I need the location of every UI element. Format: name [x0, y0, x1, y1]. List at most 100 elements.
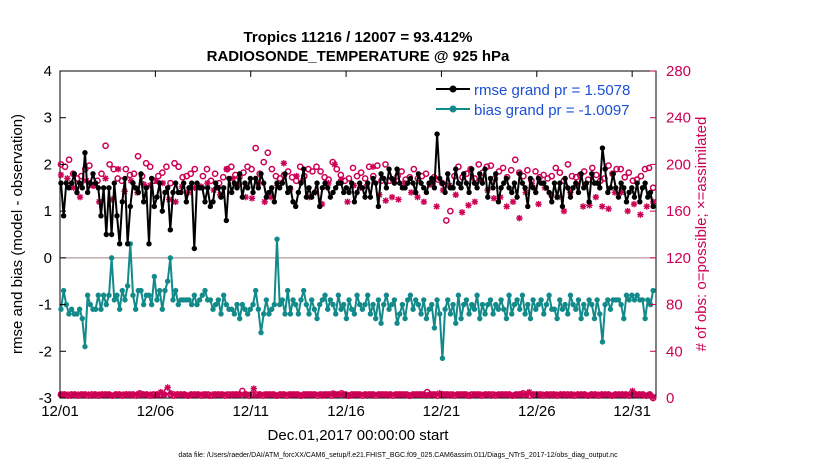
bias-point — [386, 306, 392, 312]
x-tick-label: 12/31 — [613, 403, 651, 420]
y2-tick-label: 80 — [666, 297, 683, 314]
bias-point — [362, 301, 368, 308]
rmse-point — [503, 175, 510, 182]
top-possible-marker — [252, 144, 259, 152]
rmse-point — [258, 171, 264, 177]
y2-axis-label: # of obs: o=possible; ×=assimilated — [693, 117, 710, 352]
top-assimilated-marker — [490, 195, 498, 202]
rmse-point — [554, 194, 560, 200]
y-tick-label: 3 — [44, 110, 52, 127]
rmse-point — [378, 171, 384, 177]
x-tick-label: 12/16 — [327, 403, 365, 420]
top-possible-marker — [264, 149, 272, 157]
y-tick-label: 2 — [44, 156, 52, 173]
rmse-point — [637, 199, 643, 205]
bias-point — [602, 301, 608, 308]
bias-point — [383, 292, 390, 298]
rmse-point — [493, 171, 499, 177]
axis-ticks: 12/01 12/06 12/11 12/16 12/21 12/26 12/31 -3 -2 -… — [39, 63, 691, 420]
star-stroke — [580, 203, 586, 210]
rmse-point — [90, 171, 96, 177]
bias-point — [434, 297, 440, 303]
star-stroke — [395, 196, 402, 203]
bias-point — [525, 301, 531, 308]
bias-point — [236, 315, 243, 322]
top-possible-marker — [511, 156, 519, 164]
rmse-point — [530, 185, 536, 191]
rmse-point — [236, 171, 243, 177]
rmse-point — [437, 175, 443, 182]
bias-point — [175, 301, 182, 308]
rmse-point — [183, 199, 190, 205]
top-possible-marker — [649, 184, 657, 192]
top-assimilated-marker — [458, 209, 466, 216]
rmse-point — [154, 194, 160, 200]
rmse-point — [79, 185, 85, 191]
rmse-point — [244, 185, 251, 191]
top-possible-marker — [621, 173, 629, 181]
bias-point — [546, 292, 552, 298]
rmse-point — [410, 180, 416, 186]
bias-point — [570, 301, 576, 308]
rmse-point — [586, 199, 592, 205]
bias-point — [607, 306, 614, 312]
rmse-point — [362, 194, 368, 200]
top-assimilated-marker — [172, 198, 179, 205]
bias-point — [551, 306, 558, 312]
rmse-point — [394, 166, 400, 172]
top-assimilated-marker — [280, 160, 288, 167]
rmse-point — [135, 189, 142, 196]
rmse-point — [391, 180, 398, 186]
rmse-point — [148, 175, 155, 182]
bottom-assimilated-marker — [161, 391, 168, 398]
rmse-point — [66, 185, 72, 191]
bias-point — [191, 292, 198, 298]
bias-point — [295, 311, 302, 317]
star-stroke — [471, 198, 478, 205]
rmse-point — [487, 175, 494, 182]
bottom-assimilated-marker — [250, 385, 257, 392]
rmse-point — [319, 185, 326, 191]
rmse-point — [308, 194, 315, 200]
bias-point — [543, 301, 550, 308]
bias-point — [103, 301, 110, 308]
bias-point — [258, 329, 264, 336]
star-stroke — [414, 194, 421, 201]
bias-point — [397, 311, 403, 317]
rmse-point — [132, 185, 139, 191]
bias-point — [132, 306, 139, 312]
bias-point — [503, 315, 510, 322]
rmse-point — [180, 180, 187, 186]
rmse-point — [602, 166, 608, 172]
star-stroke — [280, 160, 287, 167]
bias-point — [621, 315, 627, 322]
bias-point — [159, 306, 166, 312]
legend: rmse grand pr = 1.5078 bias grand pr = -… — [436, 82, 630, 119]
rmse-point — [341, 189, 347, 196]
rmse-point — [119, 199, 126, 205]
top-possible-marker — [357, 169, 365, 176]
legend-rmse-marker — [449, 85, 457, 93]
star-stroke — [204, 180, 211, 187]
rmse-point — [605, 189, 611, 196]
top-possible-marker — [211, 170, 219, 178]
bias-point — [583, 311, 590, 317]
bias-point — [154, 297, 160, 303]
y-tick-label: 4 — [44, 63, 52, 80]
rmse-point — [559, 203, 566, 210]
bias-point — [527, 315, 534, 322]
star-stroke — [599, 203, 606, 210]
rmse-point — [373, 180, 379, 186]
top-possible-marker — [410, 165, 418, 173]
rmse-point — [146, 241, 152, 247]
bottom-assimilated-marker — [519, 391, 526, 398]
rmse-point — [615, 194, 622, 200]
y-tick-label: -1 — [39, 297, 52, 314]
bias-point — [389, 301, 395, 308]
bias-point — [338, 306, 344, 312]
top-possible-marker — [309, 168, 316, 175]
rmse-point — [375, 203, 382, 210]
top-assimilated-marker — [331, 161, 338, 168]
rmse-point — [242, 180, 248, 186]
star-stroke — [77, 194, 83, 201]
